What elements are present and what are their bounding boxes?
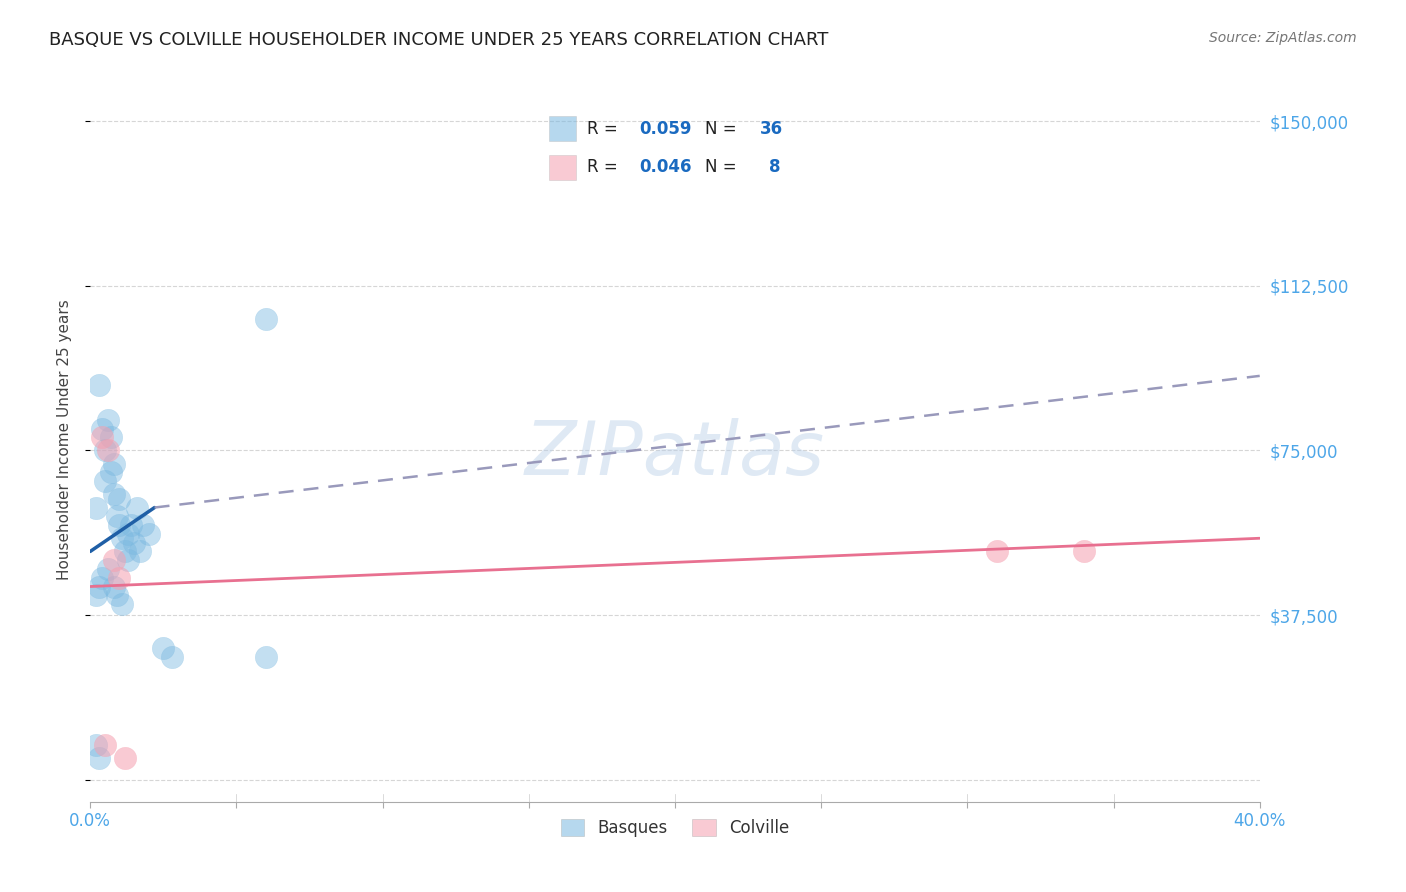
Point <box>90 421 112 435</box>
Point <box>1073 544 1095 558</box>
Point <box>108 518 131 533</box>
Point <box>90 430 112 444</box>
Point <box>103 487 125 501</box>
Point <box>94 738 117 752</box>
Point <box>87 580 110 594</box>
Point <box>103 553 125 567</box>
Point <box>90 571 112 585</box>
Point <box>160 649 183 664</box>
Point <box>254 311 277 326</box>
Point <box>108 571 131 585</box>
Point <box>87 750 110 764</box>
Point <box>120 518 142 533</box>
Point <box>94 443 117 458</box>
Y-axis label: Householder Income Under 25 years: Householder Income Under 25 years <box>58 299 72 580</box>
Legend: Basques, Colville: Basques, Colville <box>554 813 796 844</box>
Point <box>108 491 131 506</box>
Point <box>87 377 110 392</box>
Point <box>105 588 128 602</box>
Point <box>114 544 136 558</box>
Point <box>84 500 107 515</box>
Point <box>111 597 134 611</box>
Point <box>125 500 148 515</box>
Point <box>132 518 155 533</box>
Point <box>117 553 139 567</box>
Point <box>111 531 134 545</box>
Point <box>97 413 120 427</box>
Point <box>138 527 160 541</box>
Point <box>94 474 117 488</box>
Point <box>103 457 125 471</box>
Point <box>254 649 277 664</box>
Point <box>100 466 122 480</box>
Text: BASQUE VS COLVILLE HOUSEHOLDER INCOME UNDER 25 YEARS CORRELATION CHART: BASQUE VS COLVILLE HOUSEHOLDER INCOME UN… <box>49 31 828 49</box>
Point <box>84 588 107 602</box>
Text: ZIPatlas: ZIPatlas <box>524 418 825 490</box>
Text: Source: ZipAtlas.com: Source: ZipAtlas.com <box>1209 31 1357 45</box>
Point <box>114 750 136 764</box>
Point <box>105 509 128 524</box>
Point <box>100 430 122 444</box>
Point <box>129 544 152 558</box>
Point <box>84 738 107 752</box>
Point <box>117 527 139 541</box>
Point <box>152 640 174 655</box>
Point <box>122 535 145 549</box>
Point <box>103 580 125 594</box>
Point <box>986 544 1008 558</box>
Point <box>97 562 120 576</box>
Point <box>97 443 120 458</box>
